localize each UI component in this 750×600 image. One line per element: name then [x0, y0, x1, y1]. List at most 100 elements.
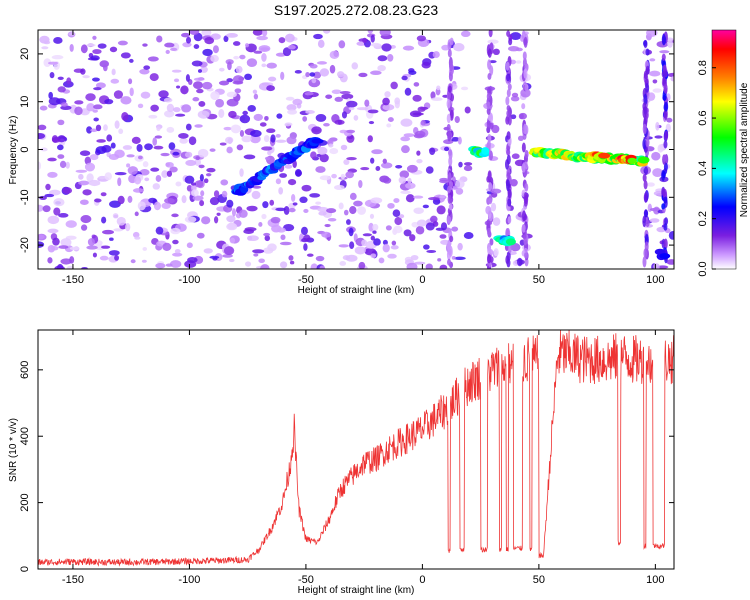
spectrogram-noise-cell: [487, 39, 499, 44]
spectrogram-noise-cell: [435, 227, 445, 231]
spectrogram-noise-cell: [260, 264, 270, 269]
spectrogram-noise-cell: [370, 235, 375, 241]
spectrogram-noise-cell: [165, 263, 173, 267]
spectrogram-signal-cell: [659, 253, 671, 260]
snr-y-ticks: 0 200 400 600: [19, 361, 674, 572]
spectrogram-noise-cell: [432, 51, 440, 59]
spectrogram-noise-cell: [100, 192, 107, 197]
spectrogram-noise-cell: [341, 93, 354, 100]
spectrogram-noise-cell: [329, 148, 339, 155]
spectrogram-noise-cell: [492, 48, 500, 56]
spectrogram-noise-cell: [305, 71, 310, 78]
spectrogram-noise-cell: [315, 166, 326, 173]
spectrogram-noise-cell: [93, 87, 102, 91]
spectrogram-noise-cell: [401, 75, 408, 81]
spectrogram-column-cell: [507, 83, 512, 91]
spectrogram-column-cell: [507, 216, 512, 224]
spectrogram-signal-cell: [598, 152, 611, 159]
spectrogram-noise-cell: [395, 165, 403, 169]
spectrogram-noise-cell: [329, 64, 336, 74]
spectrogram-noise-cell: [413, 207, 424, 214]
spectrogram-column-cell: [507, 188, 512, 199]
spectrogram-noise-cell: [78, 173, 84, 180]
spectrogram-noise-cell: [194, 180, 204, 188]
spectrogram-noise-cell: [409, 110, 422, 118]
spectrogram-noise-cell: [210, 91, 220, 101]
spectrogram-y-axis-label: Frequency (Hz): [8, 116, 19, 185]
spectrogram-column-cell: [489, 42, 494, 50]
spectrogram-noise-cell: [339, 261, 347, 266]
spectrogram-column-cell: [505, 116, 510, 125]
spectrogram-column-cell: [488, 30, 493, 38]
colorbar-ticks: 0.0 0.2 0.4 0.6 0.8: [697, 60, 716, 277]
spectrogram-noise-cell: [280, 234, 286, 241]
spectrogram-signal-cell: [505, 238, 516, 246]
spectrogram-noise-cell: [358, 72, 368, 78]
spectrogram-noise-cell: [358, 261, 366, 269]
spectrogram-noise-cell: [410, 254, 419, 261]
spectrogram-noise-cell: [216, 212, 221, 216]
spectrogram-noise-cell: [451, 256, 456, 260]
spectrogram-column-cell: [521, 210, 526, 222]
spectrogram-noise-cell: [43, 40, 51, 45]
spectrogram-column-cell: [642, 123, 647, 135]
spectrogram-noise-cell: [668, 231, 674, 240]
spectrogram-noise-cell: [242, 110, 248, 116]
spectrogram-noise-cell: [667, 39, 673, 48]
spectrogram-noise-cell: [201, 30, 212, 37]
spectrogram-noise-cell: [79, 150, 91, 157]
spectrogram-signal-cell: [637, 156, 650, 164]
spectrogram-noise-cell: [518, 113, 524, 120]
spectrogram-column-cell: [487, 206, 492, 219]
spectrogram-noise-cell: [356, 107, 369, 111]
spectrogram-noise-cell: [97, 43, 107, 49]
spectrogram-noise-cell: [180, 85, 189, 95]
spectrogram-noise-cell: [258, 222, 263, 227]
spectrogram-column-cell: [506, 110, 511, 117]
spectrogram-noise-cell: [142, 43, 148, 47]
spectrogram-column-cell: [524, 150, 529, 159]
spectrogram-noise-cell: [309, 72, 316, 77]
spectrogram-noise-cell: [47, 157, 57, 162]
spectrogram-noise-cell: [334, 96, 343, 102]
spectrogram-noise-cell: [148, 114, 158, 119]
spectrogram-column-cell: [447, 149, 452, 156]
spectrogram-noise-cell: [453, 256, 466, 260]
spectrogram-column-cell: [506, 154, 511, 165]
spectrogram-noise-cell: [414, 261, 426, 265]
spectrogram-noise-cell: [170, 47, 178, 51]
spectrogram-noise-cell: [172, 252, 183, 257]
spectrogram-noise-cell: [338, 244, 349, 248]
spectrogram-noise-cell: [184, 216, 197, 223]
spectrogram-noise-cell: [57, 154, 65, 159]
spectrogram-noise-cell: [511, 92, 519, 98]
spectrogram-noise-cell: [172, 151, 180, 156]
spectrogram-noise-cell: [341, 111, 348, 119]
spectrogram-y-tick-label: 10: [19, 96, 31, 108]
spectrogram-noise-cell: [74, 100, 84, 105]
spectrogram-noise-cell: [198, 100, 206, 107]
spectrogram-noise-cell: [65, 220, 77, 228]
spectrogram-noise-cell: [246, 58, 258, 68]
spectrogram-noise-cell: [181, 195, 187, 204]
spectrogram-noise-cell: [101, 216, 107, 224]
spectrogram-noise-cell: [152, 183, 161, 190]
spectrogram-noise-cell: [209, 197, 220, 206]
spectrogram-noise-cell: [324, 223, 331, 228]
spectrogram-noise-cell: [104, 172, 112, 181]
spectrogram-noise-cell: [253, 253, 259, 257]
spectrogram-noise-cell: [373, 238, 381, 246]
spectrogram-noise-cell: [416, 150, 421, 156]
spectrogram-y-tick-label: 20: [19, 48, 31, 60]
spectrogram-noise-cell: [195, 156, 200, 161]
spectrogram-noise-cell: [345, 171, 354, 179]
spectrogram-column-cell: [486, 119, 491, 129]
spectrogram-noise-cell: [382, 243, 390, 253]
spectrogram-noise-cell: [258, 258, 265, 263]
spectrogram-noise-cell: [179, 138, 188, 144]
spectrogram-noise-cell: [41, 46, 49, 50]
spectrogram-noise-cell: [666, 259, 674, 265]
spectrogram-noise-cell: [422, 204, 429, 209]
spectrogram-noise-cell: [92, 35, 97, 40]
spectrogram-noise-cell: [463, 165, 473, 172]
